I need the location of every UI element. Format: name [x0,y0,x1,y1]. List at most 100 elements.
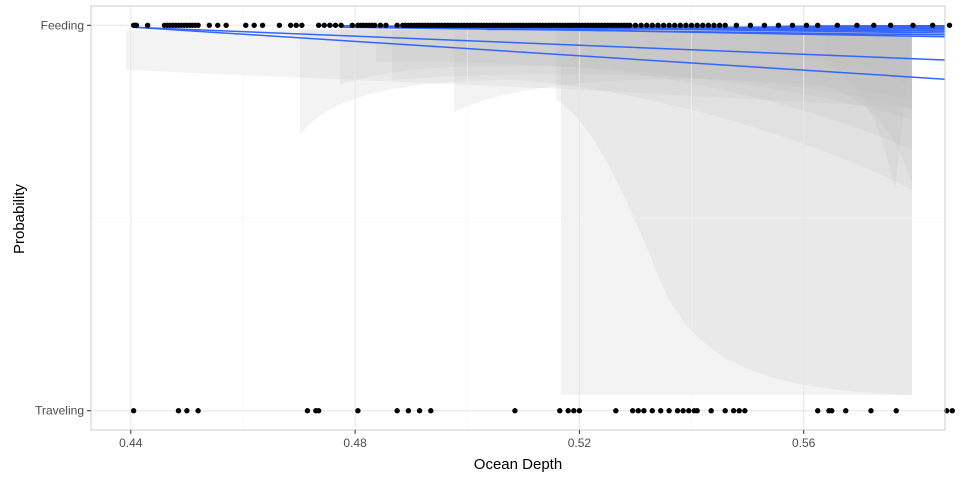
y-axis-title: Probability [11,183,28,254]
data-point-feeding [259,22,266,28]
data-point-traveling [666,408,672,414]
x-tick-label: 0.52 [568,436,592,450]
data-point-traveling [629,408,636,414]
confidence-ribbon [454,27,912,112]
data-point-feeding [394,22,400,28]
data-point-feeding [643,22,650,28]
data-point-traveling [130,408,137,414]
confidence-ribbon [760,27,912,90]
data-point-feeding [775,22,782,28]
data-point-feeding [223,22,229,28]
data-point-traveling [893,408,899,414]
data-point-feeding [206,22,213,28]
panel-border [90,5,946,431]
data-point-feeding [638,22,644,28]
data-point-traveling [829,408,835,414]
data-point-traveling [868,408,874,414]
confidence-ribbon [126,27,912,108]
data-point-feeding [722,22,728,28]
data-point-feeding [761,22,768,28]
data-point-traveling [184,408,190,414]
data-point-traveling [730,408,737,414]
data-point-traveling [304,408,311,414]
data-point-feeding [195,22,201,28]
x-tick-label: 0.48 [343,436,367,450]
confidence-ribbon [561,27,912,395]
confidence-ribbon [376,27,912,120]
data-point-feeding [694,22,700,28]
data-point-feeding [834,22,841,28]
data-point-traveling [512,408,518,414]
data-point-feeding [251,22,257,28]
data-point-feeding [293,22,299,28]
confidence-ribbon [340,27,912,150]
data-point-feeding [372,22,378,28]
data-point-traveling [649,408,655,414]
data-point-feeding [887,22,894,28]
confidence-ribbon [556,27,912,395]
data-point-feeding [321,22,327,28]
data-point-traveling [694,408,700,414]
data-point-traveling [576,408,583,414]
data-point-feeding [660,22,667,28]
data-point-feeding [733,22,740,28]
data-point-traveling [674,408,681,414]
data-point-traveling [641,408,647,414]
data-point-traveling [405,408,412,414]
data-point-feeding [287,22,294,28]
data-point-traveling [708,408,714,414]
data-point-feeding [946,22,953,28]
data-point-feeding [383,22,389,28]
data-point-feeding [655,22,661,28]
data-point-traveling [565,408,571,414]
data-point-traveling [428,408,434,414]
confidence-ribbon [825,27,912,190]
data-point-feeding [144,22,151,28]
grid [91,6,945,430]
data-point-traveling [722,408,728,414]
data-point-feeding [666,22,672,28]
data-point-traveling [742,408,748,414]
y-tick-label: Feeding [41,18,84,32]
data-point-traveling [680,408,686,414]
data-point-feeding [683,22,689,28]
data-point-feeding [133,22,140,28]
data-point-feeding [632,22,639,28]
data-point-traveling [557,408,563,414]
data-points [130,22,955,414]
data-point-traveling [658,408,664,414]
data-point-feeding [711,22,717,28]
data-point-feeding [716,22,723,28]
data-point-traveling [394,408,400,414]
data-point-traveling [571,408,577,414]
data-point-feeding [672,22,678,28]
data-point-feeding [871,22,877,28]
data-point-traveling [175,408,182,414]
data-point-feeding [627,22,633,28]
data-point-feeding [705,22,712,28]
confidence-ribbons [126,27,912,395]
data-point-feeding [215,22,221,28]
data-point-feeding [815,22,821,28]
fitted-line [912,25,946,28]
y-tick-label: Traveling [35,404,84,418]
x-tick-label: 0.56 [792,436,816,450]
data-point-feeding [854,22,860,28]
data-point-feeding [688,22,695,28]
confidence-ribbon [392,27,912,110]
data-point-feeding [243,22,249,28]
data-point-feeding [803,22,810,28]
data-point-feeding [747,22,754,28]
data-point-traveling [416,408,423,414]
data-point-traveling [315,408,322,414]
data-point-traveling [815,408,821,414]
data-point-feeding [332,22,339,28]
x-tick-label: 0.44 [119,436,143,450]
data-point-traveling [635,408,641,414]
data-point-feeding [276,22,283,28]
data-point-feeding [315,22,322,28]
axes: 0.44 0.48 0.52 0.56 Traveling Feeding [35,18,816,450]
confidence-ribbon [720,27,912,185]
fitted-line [133,26,946,80]
